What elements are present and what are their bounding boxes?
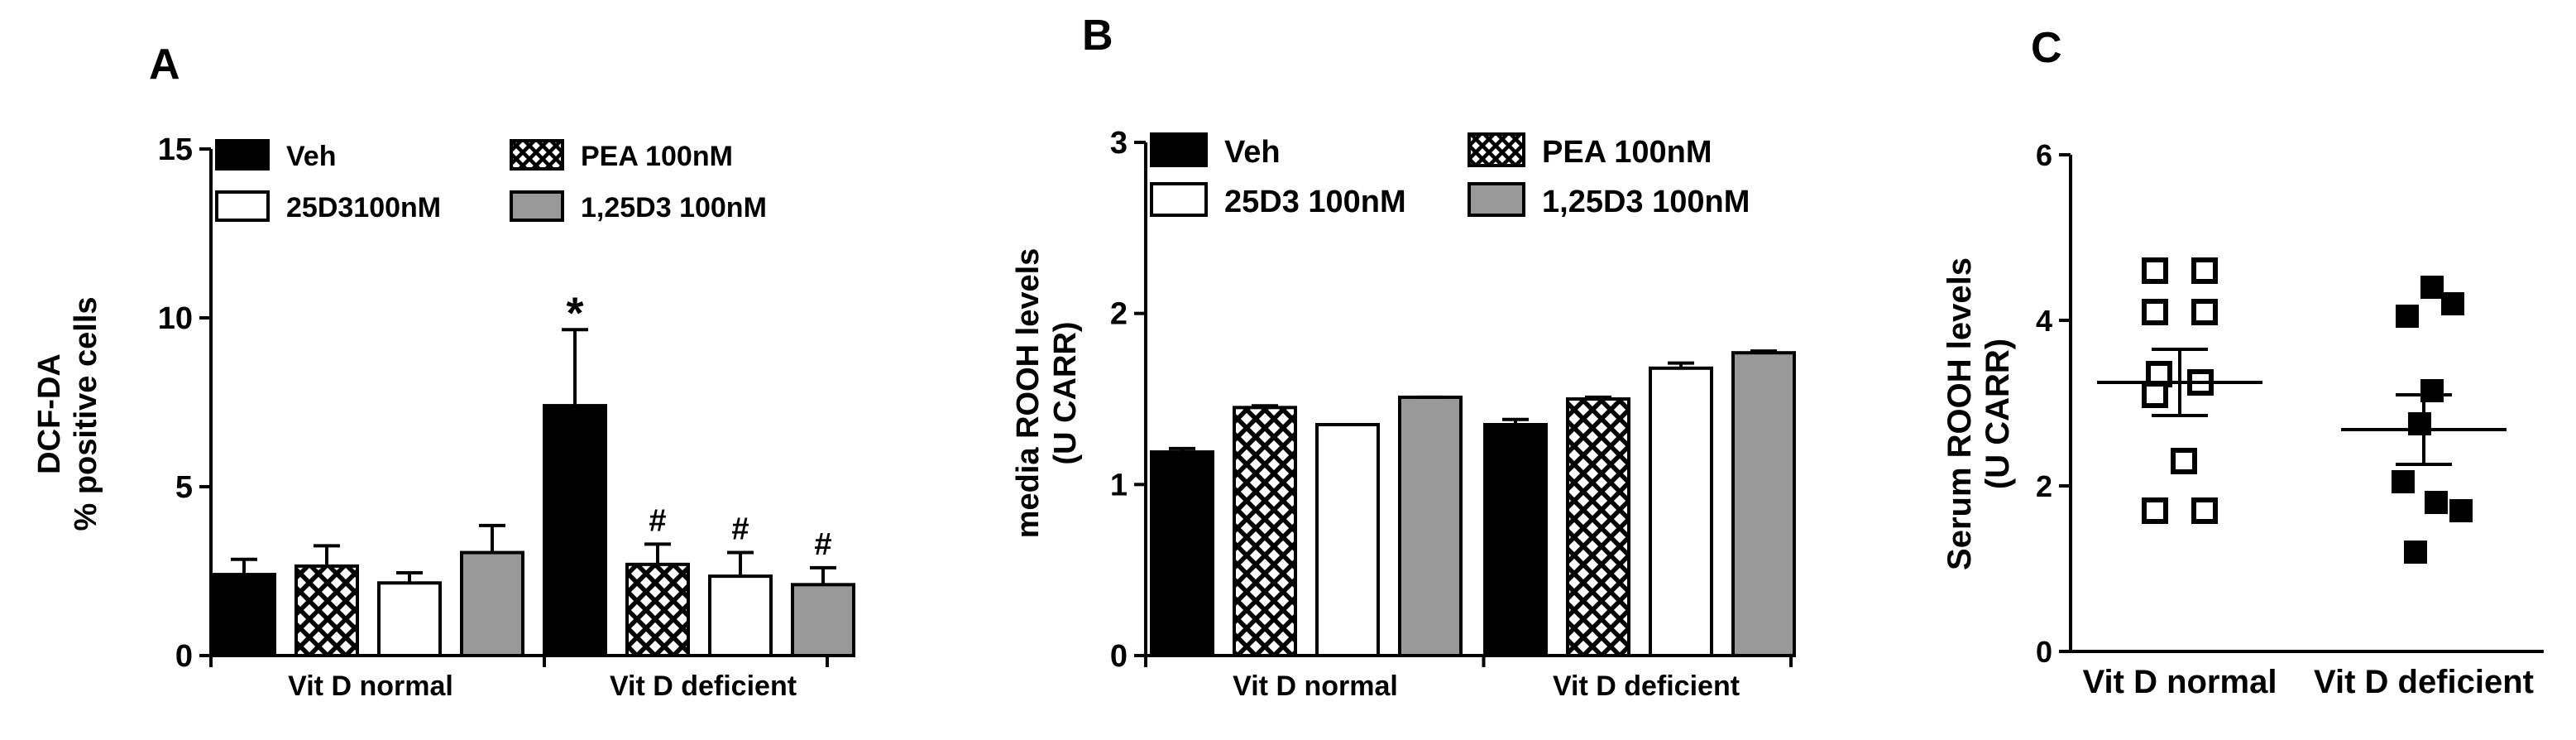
legend-a: Veh 25D3100nM PEA 100nM 1,25D3 100nM [215,139,767,223]
data-point-c-vit-d-normal-7 [2171,448,2197,474]
y-tick-label-a-0: 0 [175,639,193,674]
y-tick-label-c-6: 6 [2036,138,2052,172]
data-point-c-vit-d-deficient-3 [2420,379,2444,402]
data-point-c-vit-d-deficient-6 [2425,491,2448,514]
data-point-c-vit-d-deficient-4 [2408,412,2431,435]
legend-label-a-25d3100nm: 25D3100nM [286,192,441,223]
bar-b-veh-vit-d-deficient [1483,423,1548,657]
bar-b-pea-100nm-vit-d-normal [1233,406,1297,657]
y-tick-label-b-0: 0 [1110,639,1128,674]
legend-swatch-b-25d3-100nm [1150,182,1208,217]
bar-b-pea-100nm-vit-d-deficient [1566,397,1630,657]
x-category-label-b-vit-d-deficient: Vit D deficient [1553,670,1740,702]
legend-swatch-b-pea-100nm [1468,132,1525,167]
significance-mark-a-25d3100nm: # [731,512,749,547]
bar-a-pea-100nm-vit-d-deficient [625,562,690,658]
plot-area-a: 0 5 10 15 Vit D normal Vit D deficient * # # # [158,132,855,702]
x-category-label-a-vit-d-deficient: Vit D deficient [610,670,797,702]
significance-mark-a-veh: * [566,288,583,338]
bar-a-veh-vit-d-deficient [543,404,607,657]
panel-label-c: C [2031,24,2062,72]
x-category-label-a-vit-d-normal: Vit D normal [288,670,453,702]
panel-a: A DCF-DA % positive cells 0 5 10 15 Vit D no… [32,41,855,702]
y-axis-label-c-line2: (U CARR) [1980,339,2016,489]
legend-swatch-a-25d3100nm [215,190,270,222]
data-point-c-vit-d-deficient-7 [2449,499,2473,522]
panel-label-a: A [149,41,180,89]
legend-swatch-a-1-25d3-100nm [510,190,564,222]
y-tick-label-b-2: 2 [1110,297,1128,332]
y-tick-label-b-3: 3 [1110,126,1128,161]
data-point-c-vit-d-normal-0 [2142,257,2168,284]
legend-label-a-pea-100nm: PEA 100nM [581,141,733,172]
plot-area-b: 0 1 2 3 Vit D normal Vit D deficient [1110,126,1796,702]
y-axis-label-b-line1: media ROOH levels [1011,248,1046,539]
bar-a-pea-100nm-vit-d-normal [294,564,359,658]
plot-area-c: 0 2 4 6 Vit D normal Vit D deficient [2036,138,2544,700]
bar-b-1-25d3-100nm-vit-d-normal [1398,395,1463,657]
y-tick-label-a-10: 10 [158,301,193,336]
data-point-c-vit-d-normal-6 [2142,382,2168,408]
legend-b: Veh 25D3 100nM PEA 100nM 1,25D3 100nM [1150,132,1750,219]
data-point-c-vit-d-normal-9 [2191,497,2218,524]
bar-b-25d3-100nm-vit-d-normal [1315,423,1380,657]
y-tick-label-a-15: 15 [158,132,193,167]
significance-mark-a-pea-100nm: # [649,503,666,538]
x-category-label-c-vit-d-normal: Vit D normal [2083,664,2277,700]
panel-label-b: B [1082,12,1113,60]
y-axis-label-b-line2: (U CARR) [1048,321,1083,464]
x-category-label-b-vit-d-normal: Vit D normal [1233,670,1398,702]
data-point-c-vit-d-normal-1 [2191,257,2218,284]
bar-b-1-25d3-100nm-vit-d-deficient [1731,351,1796,657]
data-point-c-vit-d-normal-2 [2142,299,2168,325]
y-tick-label-c-4: 4 [2036,304,2052,338]
legend-swatch-a-veh [215,139,270,171]
y-tick-label-a-5: 5 [175,470,193,505]
legend-label-b-pea-100nm: PEA 100nM [1542,135,1712,170]
bar-a-1-25d3-100nm-vit-d-normal [460,550,524,657]
data-point-c-vit-d-deficient-2 [2396,305,2419,328]
legend-label-b-25d3-100nm: 25D3 100nM [1224,185,1406,219]
bar-a-25d3100nm-vit-d-deficient [708,574,773,657]
data-point-c-vit-d-deficient-5 [2392,470,2415,493]
legend-label-b-1-25d3-100nm: 1,25D3 100nM [1542,185,1750,219]
data-point-c-vit-d-normal-8 [2142,497,2168,524]
bar-b-25d3-100nm-vit-d-deficient [1649,366,1713,657]
legend-label-b-veh: Veh [1224,135,1281,170]
y-tick-label-b-1: 1 [1110,468,1128,502]
y-axis-label-a-line2: % positive cells [69,296,103,531]
bar-a-veh-vit-d-normal [212,573,276,658]
data-point-c-vit-d-deficient-0 [2420,276,2444,299]
data-point-c-vit-d-deficient-1 [2441,292,2464,315]
data-point-c-vit-d-normal-3 [2191,299,2218,325]
data-point-c-vit-d-deficient-8 [2404,541,2427,564]
legend-swatch-b-veh [1150,132,1208,167]
legend-label-a-veh: Veh [286,141,336,172]
y-axis-label-c-line1: Serum ROOH levels [1942,257,1978,570]
bar-a-1-25d3-100nm-vit-d-deficient [791,583,855,658]
y-axis-label-a-line1: DCF-DA [32,353,67,474]
x-category-label-c-vit-d-deficient: Vit D deficient [2314,664,2534,700]
bar-b-veh-vit-d-normal [1150,450,1214,657]
legend-swatch-b-1-25d3-100nm [1468,182,1525,217]
y-tick-label-c-0: 0 [2036,635,2052,669]
panel-b: B media ROOH levels (U CARR) 0 1 2 3 Vit D n… [1011,12,1796,702]
panel-c: C Serum ROOH levels (U CARR) 0 2 4 6 Vit D n… [1942,24,2544,700]
y-tick-label-c-2: 2 [2036,469,2052,503]
legend-swatch-a-pea-100nm [510,139,564,171]
legend-label-a-1-25d3-100nm: 1,25D3 100nM [581,192,767,223]
bar-a-25d3100nm-vit-d-normal [377,581,442,658]
significance-mark-a-1-25d3-100nm: # [814,527,831,562]
